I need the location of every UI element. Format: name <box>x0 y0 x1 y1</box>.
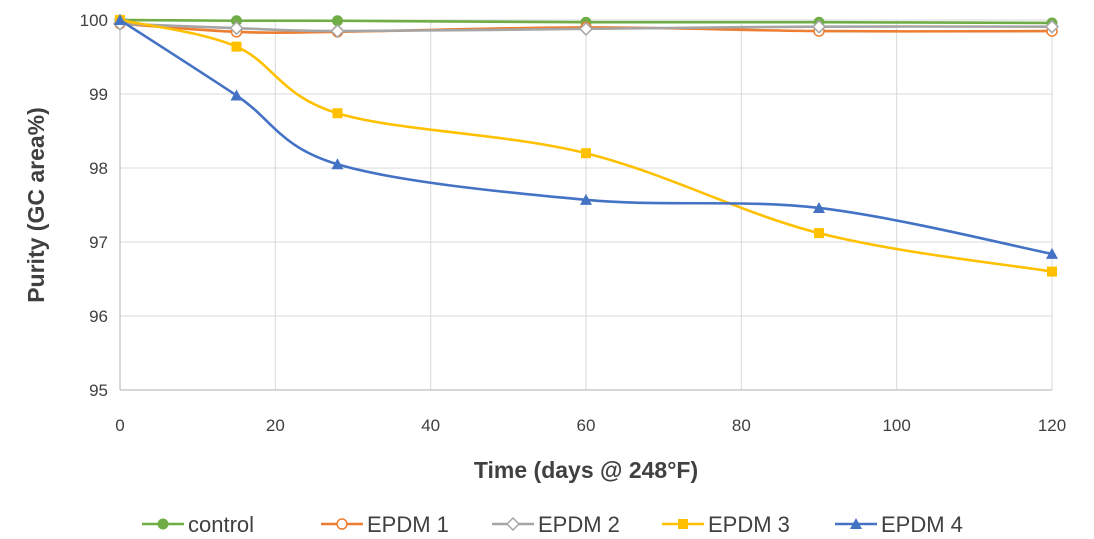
legend-item-epdm-4: EPDM 4 <box>835 512 963 537</box>
x-tick-label: 60 <box>577 416 596 435</box>
legend-item-epdm-1: EPDM 1 <box>321 512 449 537</box>
legend-swatch-marker <box>505 516 521 532</box>
series-group <box>112 14 1060 277</box>
legend-label: EPDM 3 <box>708 512 790 537</box>
legend-swatch-marker <box>678 519 688 529</box>
legend-swatch-marker <box>336 518 348 530</box>
data-point-epdm-2 <box>330 24 345 39</box>
y-tick-label: 98 <box>89 159 108 178</box>
y-tick-label: 100 <box>80 11 108 30</box>
legend-label: control <box>188 512 254 537</box>
y-tick-label: 96 <box>89 307 108 326</box>
y-tick-label: 95 <box>89 381 108 400</box>
data-point-epdm-4 <box>331 158 344 170</box>
data-point-epdm-4 <box>114 14 126 25</box>
axes <box>119 20 1052 391</box>
x-tick-label: 40 <box>421 416 440 435</box>
data-point-epdm-2 <box>578 21 594 36</box>
data-point-epdm-3 <box>231 41 242 52</box>
data-point-epdm-4 <box>1046 247 1058 259</box>
legend-label: EPDM 2 <box>538 512 620 537</box>
x-tick-label: 100 <box>882 416 910 435</box>
x-tick-label: 120 <box>1038 416 1066 435</box>
data-point-epdm-4 <box>580 193 592 205</box>
gridlines <box>120 19 1053 390</box>
y-axis-title: Purity (GC area%) <box>23 107 49 303</box>
data-point-epdm-2 <box>1044 19 1060 34</box>
legend-label: EPDM 1 <box>367 512 449 537</box>
data-point-epdm-3 <box>814 228 824 239</box>
data-point-epdm-3 <box>581 148 591 159</box>
x-axis-title: Time (days @ 248°F) <box>474 457 698 483</box>
legend-label: EPDM 4 <box>881 512 963 537</box>
data-point-epdm-3 <box>1047 266 1057 277</box>
tick-labels: 95 96 97 98 99 100 0 20 40 60 80 100 120 <box>80 11 1067 435</box>
data-point-epdm-4 <box>813 201 825 213</box>
data-point-epdm-2 <box>811 19 827 34</box>
legend-item-epdm-2: EPDM 2 <box>492 512 620 537</box>
legend-swatch-marker <box>850 518 862 529</box>
legend-item-epdm-3: EPDM 3 <box>662 512 790 537</box>
data-point-epdm-4 <box>230 89 243 101</box>
legend: control EPDM 1 EPDM 2 EPDM 3 EPDM 4 <box>142 512 963 537</box>
data-point-epdm-2 <box>229 21 244 36</box>
legend-swatch-marker <box>157 518 169 530</box>
series-epdm-4 <box>114 14 1058 259</box>
x-tick-label: 20 <box>266 416 285 435</box>
y-tick-label: 97 <box>89 233 108 252</box>
data-point-epdm-3 <box>332 108 343 119</box>
y-tick-label: 99 <box>89 85 108 104</box>
x-tick-label: 80 <box>732 416 751 435</box>
legend-item-control: control <box>142 512 254 537</box>
x-tick-label: 0 <box>115 416 124 435</box>
